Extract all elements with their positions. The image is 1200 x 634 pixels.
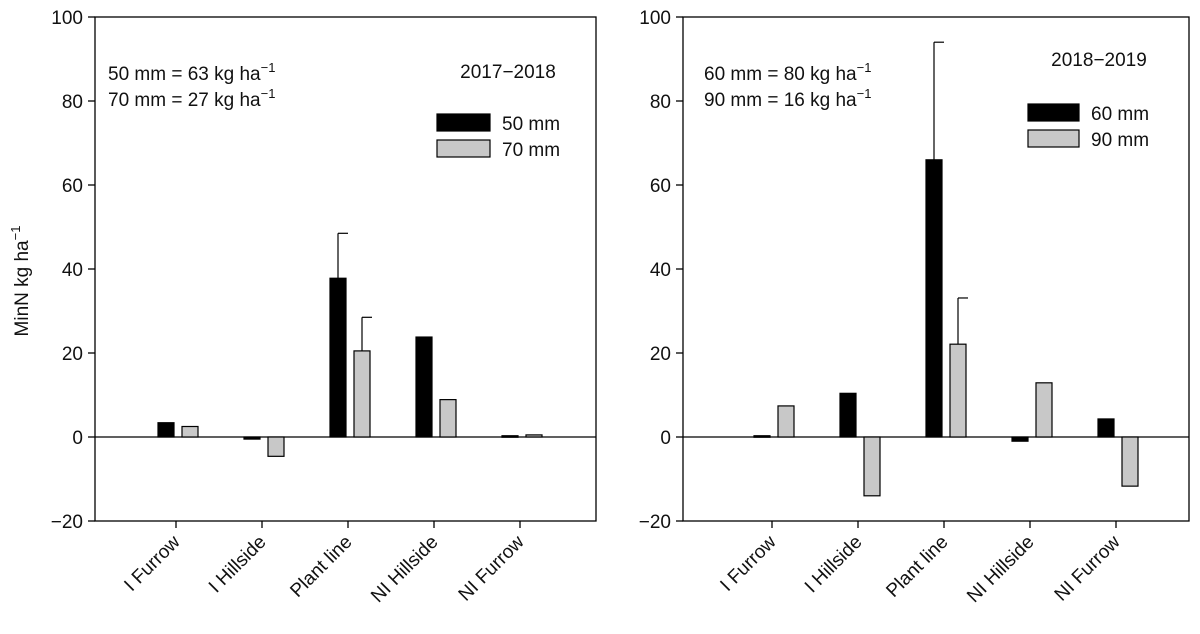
y-tick-label: 80: [62, 92, 83, 113]
bar: [329, 277, 347, 438]
y-tick-label: 60: [650, 176, 671, 197]
bar: [1097, 418, 1115, 438]
y-axis-label: MinN kg ha−1: [8, 226, 33, 337]
y-tick-label: −20: [51, 512, 83, 533]
bar: [501, 435, 519, 438]
x-tick-label: Plant line: [882, 532, 952, 602]
x-tick-label: I Hillside: [205, 532, 271, 598]
chart-panel-2: −20 0 20 40 60 80 100 I Furrow I Hillside Plant l…: [639, 8, 1190, 607]
bar: [415, 336, 433, 438]
bar: [1035, 382, 1053, 438]
x-tick-label: I Furrow: [120, 531, 184, 595]
y-tick-label: −20: [639, 512, 671, 533]
legend-label: 90 mm: [1091, 130, 1149, 151]
annotation-text: 70 mm = 27 kg ha−1: [108, 86, 275, 111]
bar: [925, 159, 943, 438]
chart-panel-1: −20 0 20 40 60 80 100 I Furrow I Hillside Plant l…: [8, 8, 597, 607]
y-tick-label: 0: [72, 428, 83, 449]
y-tick-label: 60: [62, 176, 83, 197]
legend-swatch: [1027, 129, 1080, 148]
y-tick-label: 20: [62, 344, 83, 365]
bar: [353, 350, 371, 438]
annotation-text: 60 mm = 80 kg ha−1: [704, 60, 871, 85]
y-tick-label: 80: [650, 92, 671, 113]
bar: [949, 343, 967, 438]
bar: [1011, 436, 1029, 442]
bar: [243, 436, 261, 440]
legend-swatch: [436, 113, 491, 132]
y-tick-label: 20: [650, 344, 671, 365]
bar: [1121, 436, 1139, 487]
bar: [863, 436, 881, 497]
annotation-text: 50 mm = 63 kg ha−1: [108, 60, 275, 85]
legend-swatch: [436, 139, 491, 158]
y-tick-label: 40: [62, 260, 83, 281]
x-tick-label: NI Furrow: [455, 531, 529, 605]
legend-label: 50 mm: [502, 114, 560, 135]
y-tick-label: 100: [51, 8, 83, 29]
period-label: 2018−2019: [1051, 50, 1147, 71]
legend-swatch: [1027, 103, 1080, 122]
legend-label: 60 mm: [1091, 104, 1149, 125]
bar: [439, 399, 457, 438]
legend-label: 70 mm: [502, 140, 560, 161]
x-tick-label: NI Furrow: [1051, 531, 1125, 605]
bar: [753, 435, 771, 438]
y-tick-label: 100: [639, 8, 671, 29]
period-label: 2017−2018: [460, 62, 556, 83]
bar: [181, 425, 199, 438]
bar: [839, 392, 857, 438]
x-tick-label: NI Hillside: [963, 532, 1038, 607]
bar: [267, 436, 285, 457]
y-tick-label: 40: [650, 260, 671, 281]
x-tick-label: NI Hillside: [367, 532, 442, 607]
bar: [157, 422, 175, 438]
bar: [777, 405, 795, 438]
bar: [525, 434, 543, 438]
y-tick-label: 0: [660, 428, 671, 449]
annotation-text: 90 mm = 16 kg ha−1: [704, 86, 871, 111]
x-tick-label: I Hillside: [801, 532, 867, 598]
x-tick-label: I Furrow: [716, 531, 780, 595]
x-tick-label: Plant line: [286, 532, 356, 602]
